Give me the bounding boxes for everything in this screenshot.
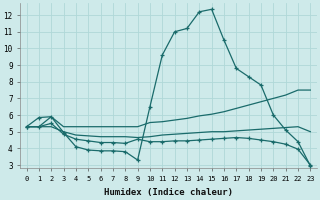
X-axis label: Humidex (Indice chaleur): Humidex (Indice chaleur) <box>104 188 233 197</box>
